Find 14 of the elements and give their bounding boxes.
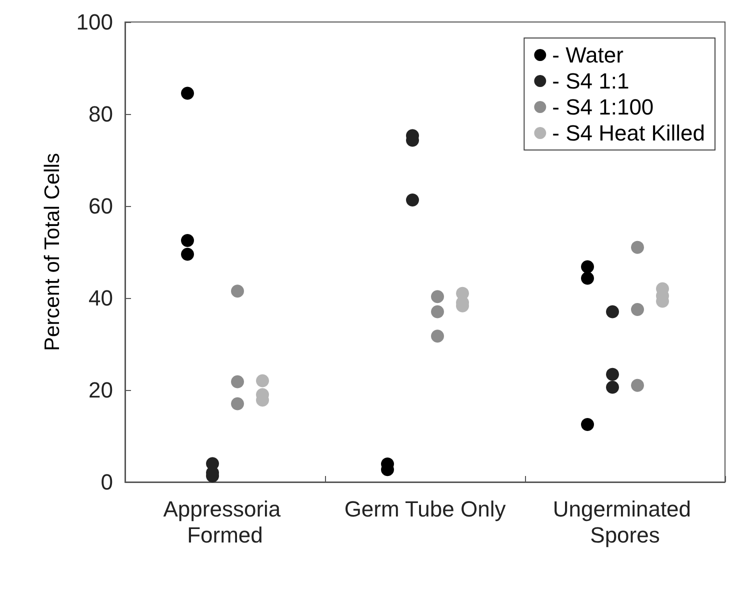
x-tick-label: Germ Tube Only [344, 496, 506, 522]
legend-label: - S4 1:100 [552, 94, 654, 120]
y-tick-label: 0 [100, 470, 113, 494]
y-tick-label: 100 [76, 10, 113, 34]
legend-label: - S4 Heat Killed [552, 120, 706, 146]
y-tick-label: 80 [88, 102, 113, 126]
x-tick-label: Appressoria Formed [163, 496, 287, 548]
y-tick-label: 20 [88, 378, 113, 402]
legend-label: - Water [552, 42, 624, 68]
legend-label: - S4 1:1 [552, 68, 630, 94]
x-tick-label: Ungerminated Spores [552, 496, 698, 548]
y-tick-label: 60 [88, 194, 113, 218]
y-axis-title: Percent of Total Cells [41, 152, 64, 352]
y-tick-label: 40 [88, 286, 113, 310]
